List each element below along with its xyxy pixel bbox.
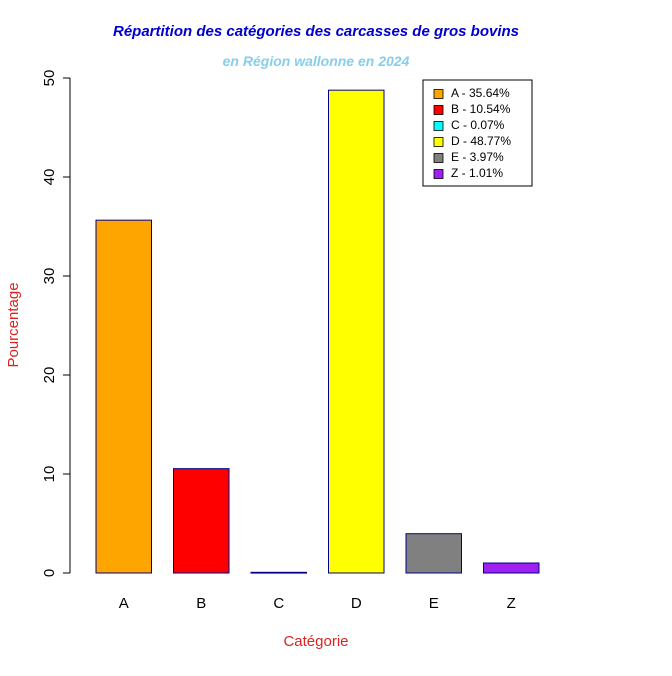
legend-swatch: [433, 121, 444, 131]
bar-d: [328, 89, 385, 574]
bar-z: [483, 562, 540, 574]
chart-subtitle: en Région wallonne en 2024: [223, 53, 410, 69]
legend-entry-label: A - 35.64%: [451, 86, 510, 100]
legend-swatch: [433, 105, 444, 115]
x-tick-label: A: [119, 595, 129, 612]
x-tick-label: Z: [507, 595, 516, 612]
legend-swatch: [433, 153, 444, 163]
x-tick-label: D: [351, 595, 362, 612]
legend-entry-label: E - 3.97%: [451, 150, 504, 164]
chart-title: Répartition des catégories des carcasses…: [113, 23, 519, 40]
x-tick-label: B: [196, 595, 206, 612]
bars-group: [95, 89, 540, 574]
legend-swatch: [433, 89, 444, 99]
legend-entry-label: D - 48.77%: [451, 134, 511, 148]
legend-swatch: [433, 137, 444, 147]
x-tick-label: C: [273, 595, 284, 612]
bar-a: [95, 219, 152, 574]
x-axis-title: Catégorie: [283, 633, 348, 650]
y-tick-label: 40: [41, 169, 58, 186]
y-tick-label: 30: [41, 268, 58, 285]
legend: A - 35.64% B - 10.54% C - 0.07% D - 48.77% E…: [422, 79, 533, 187]
y-axis: 0 10 20 30 40 50: [41, 70, 71, 577]
y-tick-label: 10: [41, 466, 58, 483]
y-tick-label: 20: [41, 367, 58, 384]
x-tick-label: E: [429, 595, 439, 612]
bar-c: [250, 571, 307, 574]
y-tick-label: 0: [41, 569, 58, 577]
bar-e: [405, 533, 462, 574]
y-tick-label: 50: [41, 70, 58, 87]
legend-swatch: [433, 169, 444, 179]
legend-entry-label: B - 10.54%: [451, 102, 511, 116]
y-axis-title: Pourcentage: [5, 282, 22, 367]
bar-b: [173, 468, 230, 574]
legend-entry-label: C - 0.07%: [451, 118, 505, 132]
legend-entry-label: Z - 1.01%: [451, 166, 503, 180]
